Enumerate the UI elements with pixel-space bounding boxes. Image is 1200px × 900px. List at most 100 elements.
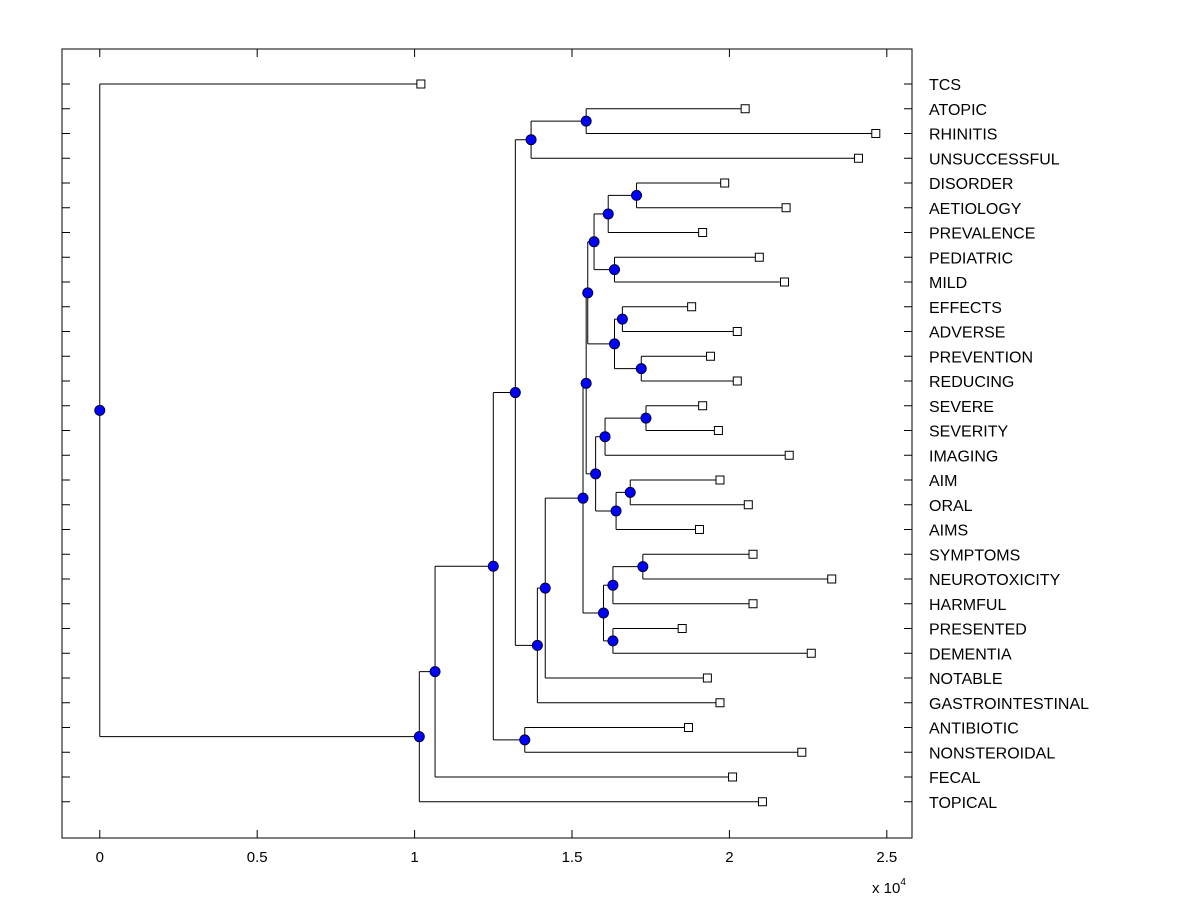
leaf-label: ADVERSE xyxy=(929,325,1005,342)
leaf-label: NEUROTOXICITY xyxy=(929,572,1061,589)
leaf-marker xyxy=(757,797,767,807)
leaf-label: IMAGING xyxy=(929,448,998,465)
leaf-marker xyxy=(702,673,712,683)
leaf-label: SEVERE xyxy=(929,399,994,416)
node-marker xyxy=(487,560,499,572)
leaf-marker xyxy=(713,426,723,435)
leaf-label: AIM xyxy=(929,473,957,490)
x-axis-multiplier: x 104 xyxy=(872,877,906,897)
leaf-label: ATOPIC xyxy=(929,102,987,119)
node-marker xyxy=(429,666,441,678)
leaf-marker xyxy=(715,475,725,485)
leaf-label: GASTROINTESTINAL xyxy=(929,696,1089,713)
node-marker xyxy=(616,313,628,325)
leaf-label: REDUCING xyxy=(929,374,1014,391)
leaf-marker xyxy=(871,129,881,138)
leaf-marker xyxy=(797,747,807,757)
node-marker xyxy=(640,412,652,424)
node-marker xyxy=(624,486,636,498)
leaf-label: FECAL xyxy=(929,770,981,787)
leaf-label: ORAL xyxy=(929,498,973,515)
leaf-marker xyxy=(748,549,758,559)
leaf-marker xyxy=(740,104,750,114)
node-marker xyxy=(599,431,611,443)
node-marker xyxy=(539,582,551,594)
leaf-marker xyxy=(732,327,742,336)
leaf-marker xyxy=(853,153,863,163)
x-multiplier-base: x 10 xyxy=(872,880,900,897)
leaf-marker xyxy=(677,624,687,633)
leaf-marker xyxy=(698,228,708,237)
y-ticks xyxy=(62,83,912,803)
leaf-marker xyxy=(784,450,794,460)
x-tick-label: 0.5 xyxy=(247,849,268,866)
leaf-label: PEDIATRIC xyxy=(929,250,1013,267)
node-marker xyxy=(607,635,619,647)
leaf-marker xyxy=(754,252,764,262)
leaf-marker xyxy=(715,698,725,708)
leaf-label: TOPICAL xyxy=(929,795,997,812)
leaf-label: NONSTEROIDAL xyxy=(929,745,1055,762)
leaf-label: PREVALENCE xyxy=(929,226,1035,243)
node-marker xyxy=(590,468,602,480)
leaf-marker xyxy=(780,277,789,287)
leaf-label: RHINITIS xyxy=(929,127,997,144)
node-marker xyxy=(635,363,647,375)
leaf-label: UNSUCCESSFUL xyxy=(929,151,1060,168)
leaf-marker xyxy=(748,599,758,609)
node-marker xyxy=(413,731,425,743)
node-marker xyxy=(94,404,106,416)
node-marker xyxy=(580,377,592,389)
node-marker xyxy=(580,115,592,127)
x-tick-label: 1 xyxy=(410,849,418,866)
leaf-marker xyxy=(695,525,704,534)
node-marker xyxy=(509,387,521,399)
leaf-label: ANTIBIOTIC xyxy=(929,721,1019,738)
leaf-label: EFFECTS xyxy=(929,300,1002,317)
x-ticks xyxy=(99,49,888,838)
node-marker xyxy=(602,208,614,220)
leaf-label: NOTABLE xyxy=(929,671,1003,688)
leaf-label: PREVENTION xyxy=(929,349,1033,366)
leaf-label: PRESENTED xyxy=(929,622,1027,639)
leaf-label: DISORDER xyxy=(929,176,1013,193)
node-marker xyxy=(610,505,622,517)
leaf-marker xyxy=(827,574,837,584)
node-markers xyxy=(94,115,652,746)
node-marker xyxy=(531,639,543,651)
x-tick-label: 2 xyxy=(725,849,733,866)
leaf-label: SEVERITY xyxy=(929,424,1008,441)
leaf-marker xyxy=(806,648,816,658)
node-marker xyxy=(519,734,531,746)
leaf-marker xyxy=(781,203,791,213)
plot-frame xyxy=(61,48,913,839)
leaf-marker xyxy=(732,376,742,386)
node-marker xyxy=(631,189,643,201)
leaf-label: DEMENTIA xyxy=(929,646,1012,663)
x-tick-label: 0 xyxy=(96,849,104,866)
leaf-label: MILD xyxy=(929,275,967,292)
leaf-marker xyxy=(416,79,426,89)
node-marker xyxy=(597,607,609,619)
leaf-label: AETIOLOGY xyxy=(929,201,1022,218)
leaf-markers xyxy=(416,79,881,807)
leaf-marker xyxy=(706,351,716,361)
leaf-marker xyxy=(698,401,708,411)
node-marker xyxy=(609,264,620,276)
leaf-labels: TCS ATOPIC RHINITIS UNSUCCESSFUL DISORDER AET… xyxy=(929,77,1089,812)
x-tick-label: 2.5 xyxy=(876,849,897,866)
leaf-label: SYMPTOMS xyxy=(929,547,1020,564)
x-tick-labels: 0 0.5 1 1.5 2 2.5 xyxy=(96,849,898,866)
node-marker xyxy=(609,338,620,350)
x-multiplier-exponent: 4 xyxy=(900,877,906,888)
leaf-marker xyxy=(687,302,697,312)
leaf-label: TCS xyxy=(929,77,961,94)
node-marker xyxy=(588,236,600,248)
leaf-marker xyxy=(728,772,738,782)
node-marker xyxy=(582,287,594,299)
leaf-marker xyxy=(683,723,693,732)
node-marker xyxy=(525,134,537,146)
x-tick-label: 1.5 xyxy=(562,849,583,866)
leaf-label: AIMS xyxy=(929,523,968,540)
